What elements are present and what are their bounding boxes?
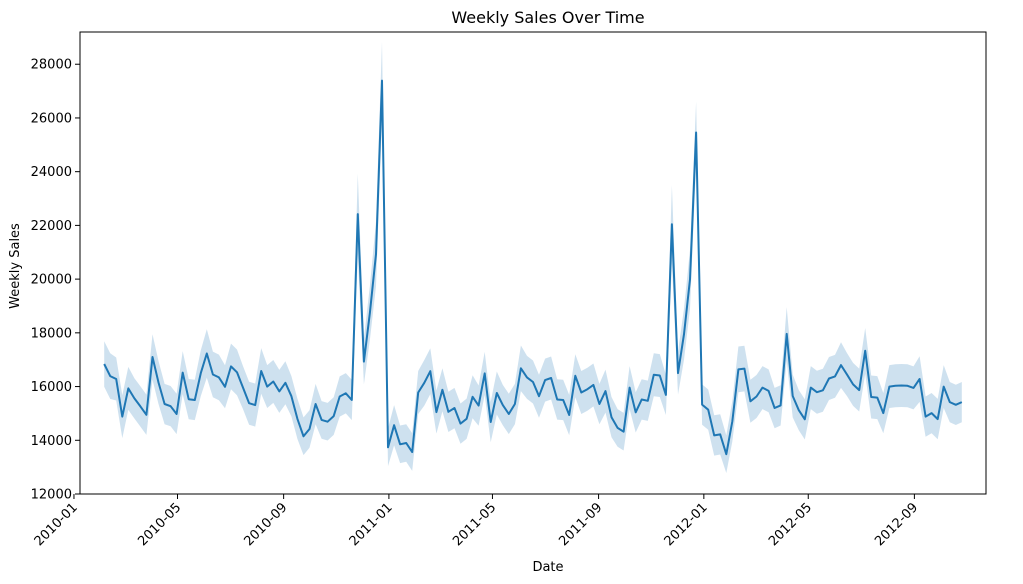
y-axis: 12000 14000 16000 18000 20000 22000 24000 26000… — [31, 58, 80, 503]
y-tick-label: 16000 — [31, 380, 72, 395]
confidence-band-layer — [104, 41, 962, 473]
y-tick-label: 14000 — [31, 434, 72, 449]
y-tick-label: 20000 — [31, 273, 72, 288]
chart-title: Weekly Sales Over Time — [451, 8, 644, 27]
y-tick-label: 12000 — [31, 488, 72, 503]
x-tick-label: 2012-01 — [662, 500, 711, 549]
y-tick-label: 24000 — [31, 165, 72, 180]
y-tick-label: 22000 — [31, 219, 72, 234]
x-tick-label: 2012-09 — [872, 500, 921, 549]
y-tick-label: 18000 — [31, 326, 72, 341]
plot-frame — [79, 31, 987, 495]
confidence-band — [104, 41, 962, 473]
x-tick-label: 2010-05 — [135, 500, 184, 549]
y-axis-label: Weekly Sales — [8, 223, 23, 309]
x-tick-label: 2011-01 — [347, 500, 396, 549]
x-axis-label: Date — [532, 560, 563, 575]
x-tick-label: 2012-05 — [766, 500, 815, 549]
series-line-layer — [103, 79, 963, 456]
x-tick-label: 2011-05 — [450, 500, 499, 549]
y-tick-label: 28000 — [31, 58, 72, 73]
x-tick-label: 2011-09 — [556, 500, 605, 549]
x-axis: 2010-01 2010-05 2010-09 2011-01 2011-05 2011-… — [32, 494, 921, 549]
y-tick-label: 26000 — [31, 111, 72, 126]
x-tick-label: 2010-09 — [241, 500, 290, 549]
x-tick-label: 2010-01 — [32, 500, 81, 549]
